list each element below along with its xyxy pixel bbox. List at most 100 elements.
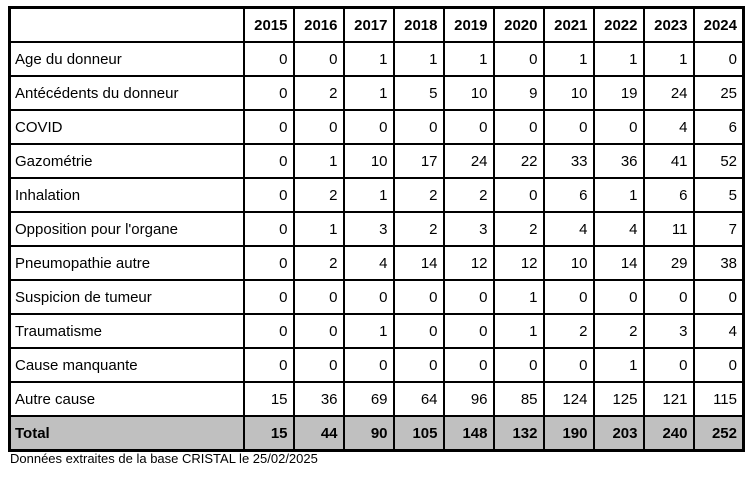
data-cell: 124 [542, 381, 595, 417]
data-cell: 0 [242, 109, 295, 145]
data-cell: 29 [642, 245, 695, 281]
data-cell: 0 [542, 347, 595, 383]
data-cell: 12 [492, 245, 545, 281]
data-cell: 69 [342, 381, 395, 417]
data-cell: 0 [242, 143, 295, 179]
data-cell: 24 [442, 143, 495, 179]
year-header: 2023 [642, 6, 695, 43]
data-cell: 0 [542, 279, 595, 315]
data-cell: 33 [542, 143, 595, 179]
data-cell: 1 [292, 211, 345, 247]
data-cell: 0 [292, 41, 345, 77]
data-cell: 15 [242, 381, 295, 417]
total-row-label: Total [8, 415, 245, 452]
total-cell: 190 [542, 415, 595, 452]
data-cell: 1 [342, 41, 395, 77]
total-cell: 203 [592, 415, 645, 452]
data-cell: 0 [242, 313, 295, 349]
data-cell: 36 [292, 381, 345, 417]
data-cell: 0 [442, 347, 495, 383]
data-cell: 2 [392, 177, 445, 213]
year-header: 2021 [542, 6, 595, 43]
data-cell: 0 [592, 109, 645, 145]
data-cell: 5 [392, 75, 445, 111]
data-cell: 1 [342, 75, 395, 111]
row-label: Gazométrie [8, 143, 245, 179]
year-header: 2018 [392, 6, 445, 43]
data-cell: 0 [442, 279, 495, 315]
total-cell: 44 [292, 415, 345, 452]
table-row: Traumatisme 0 0 1 0 0 1 2 2 3 4 [8, 313, 745, 349]
data-cell: 0 [242, 177, 295, 213]
data-cell: 1 [442, 41, 495, 77]
total-cell: 240 [642, 415, 695, 452]
table-row: Pneumopathie autre 0 2 4 14 12 12 10 14 29 38 [8, 245, 745, 281]
data-cell: 4 [642, 109, 695, 145]
data-cell: 0 [492, 109, 545, 145]
data-cell: 1 [342, 313, 395, 349]
year-header: 2016 [292, 6, 345, 43]
data-cell: 11 [642, 211, 695, 247]
total-cell: 105 [392, 415, 445, 452]
data-cell: 0 [692, 41, 745, 77]
data-cell: 9 [492, 75, 545, 111]
data-cell: 85 [492, 381, 545, 417]
data-cell: 1 [342, 177, 395, 213]
data-cell: 0 [342, 109, 395, 145]
table-row: Autre cause 15 36 69 64 96 85 124 125 121 115 [8, 381, 745, 417]
total-cell: 252 [692, 415, 745, 452]
data-cell: 115 [692, 381, 745, 417]
data-cell: 0 [642, 347, 695, 383]
table-header: 2015 2016 2017 2018 2019 2020 2021 2022 2023 2024 [8, 6, 745, 43]
data-cell: 10 [442, 75, 495, 111]
data-cell: 12 [442, 245, 495, 281]
row-label: Suspicion de tumeur [8, 279, 245, 315]
data-cell: 0 [492, 347, 545, 383]
data-cell: 0 [392, 109, 445, 145]
data-cell: 10 [342, 143, 395, 179]
data-cell: 125 [592, 381, 645, 417]
data-cell: 41 [642, 143, 695, 179]
row-label: Cause manquante [8, 347, 245, 383]
data-cell: 121 [642, 381, 695, 417]
data-cell: 38 [692, 245, 745, 281]
data-cell: 2 [292, 245, 345, 281]
data-cell: 0 [292, 313, 345, 349]
data-cell: 5 [692, 177, 745, 213]
data-cell: 1 [292, 143, 345, 179]
data-cell: 6 [542, 177, 595, 213]
data-cell: 0 [492, 41, 545, 77]
data-cell: 1 [392, 41, 445, 77]
data-cell: 0 [642, 279, 695, 315]
year-header: 2019 [442, 6, 495, 43]
data-cell: 14 [592, 245, 645, 281]
data-cell: 1 [642, 41, 695, 77]
data-cell: 2 [492, 211, 545, 247]
data-cell: 2 [542, 313, 595, 349]
data-cell: 0 [692, 347, 745, 383]
data-cell: 6 [642, 177, 695, 213]
data-cell: 64 [392, 381, 445, 417]
data-cell: 0 [692, 279, 745, 315]
data-cell: 3 [342, 211, 395, 247]
year-header: 2024 [692, 6, 745, 43]
table-row: COVID 0 0 0 0 0 0 0 0 4 6 [8, 109, 745, 145]
corner-cell [8, 6, 245, 43]
data-cell: 2 [442, 177, 495, 213]
data-cell: 4 [692, 313, 745, 349]
data-cell: 10 [542, 75, 595, 111]
table-body: Age du donneur 0 0 1 1 1 0 1 1 1 0 Antécédents du d… [8, 41, 745, 452]
data-cell: 6 [692, 109, 745, 145]
total-cell: 148 [442, 415, 495, 452]
data-cell: 0 [592, 279, 645, 315]
data-cell: 0 [242, 245, 295, 281]
data-cell: 25 [692, 75, 745, 111]
data-cell: 0 [292, 279, 345, 315]
year-header: 2020 [492, 6, 545, 43]
data-cell: 1 [592, 177, 645, 213]
data-cell: 4 [542, 211, 595, 247]
table-row: Age du donneur 0 0 1 1 1 0 1 1 1 0 [8, 41, 745, 77]
total-cell: 15 [242, 415, 295, 452]
table-row: Cause manquante 0 0 0 0 0 0 0 1 0 0 [8, 347, 745, 383]
row-label: Age du donneur [8, 41, 245, 77]
